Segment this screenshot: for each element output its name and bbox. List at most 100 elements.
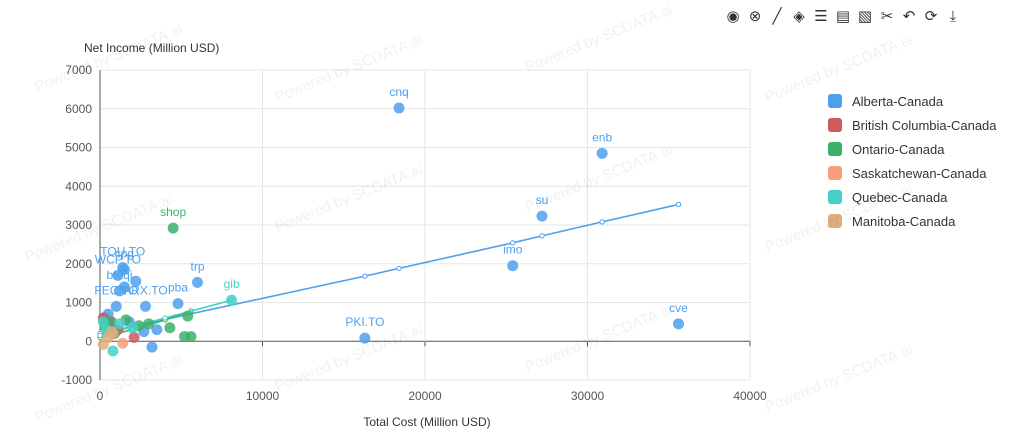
data-point xyxy=(117,337,129,349)
data-label: PKI.TO xyxy=(345,315,384,329)
y-tick-label: -1000 xyxy=(61,373,92,387)
legend-swatch xyxy=(828,214,842,228)
x-tick-label: 10000 xyxy=(246,389,280,403)
y-tick-label: 1000 xyxy=(65,296,92,310)
legend-item[interactable]: Saskatchewan-Canada xyxy=(828,161,997,185)
chart-legend: Alberta-Canada British Columbia-Canada Ont… xyxy=(828,89,997,233)
trend-marker xyxy=(162,315,168,321)
tag-icon[interactable]: ◈ xyxy=(793,7,805,25)
data-point xyxy=(393,102,405,114)
trend-marker xyxy=(97,332,103,339)
data-point xyxy=(596,147,608,159)
legend-swatch xyxy=(828,118,842,132)
chart-toolbar: ◉ ⊗ ╱ ◈ ☰ ▤ ▧ ✂ ↶ ⟳ ⤓ xyxy=(724,6,962,28)
data-label: ARX.TO xyxy=(123,283,167,297)
legend-swatch xyxy=(828,94,842,108)
trend-marker xyxy=(599,219,605,225)
undo-icon[interactable]: ↶ xyxy=(902,7,916,25)
legend-label: Alberta-Canada xyxy=(852,93,944,109)
data-label: TOU.TO xyxy=(100,245,145,259)
comment-icon[interactable]: ▤ xyxy=(835,7,851,25)
data-label: enb xyxy=(592,130,612,144)
data-label: trp xyxy=(190,259,204,273)
y-tick-label: 2000 xyxy=(65,257,92,271)
y-tick-label: 4000 xyxy=(65,179,92,193)
trend-marker xyxy=(539,233,545,239)
legend-item[interactable]: Alberta-Canada xyxy=(828,89,997,113)
data-point xyxy=(172,298,184,310)
legend-item[interactable]: Manitoba-Canada xyxy=(828,209,997,233)
y-tick-label: 3000 xyxy=(65,218,92,232)
line-icon[interactable]: ╱ xyxy=(772,7,782,25)
legend-label: Manitoba-Canada xyxy=(852,213,956,229)
y-tick-label: 6000 xyxy=(65,102,92,116)
legend-swatch xyxy=(828,166,842,180)
data-label: pba xyxy=(168,281,188,295)
trend-marker xyxy=(362,273,368,279)
legend-label: Ontario-Canada xyxy=(852,141,945,157)
legend-item[interactable]: British Columbia-Canada xyxy=(828,113,997,137)
x-tick-label: 0 xyxy=(97,389,104,403)
data-label: su xyxy=(536,193,549,207)
trend-marker xyxy=(396,265,402,272)
data-label: shop xyxy=(160,205,186,219)
legend-label: Saskatchewan-Canada xyxy=(852,165,987,181)
data-point xyxy=(105,326,117,338)
x-tick-label: 30000 xyxy=(571,389,605,403)
data-point xyxy=(507,260,519,272)
download-icon[interactable]: ⤓ xyxy=(949,7,957,25)
x-tick-label: 40000 xyxy=(733,389,767,403)
data-point xyxy=(140,300,151,312)
y-tick-label: 5000 xyxy=(65,141,92,155)
x-tick-label: 20000 xyxy=(408,389,442,403)
data-point xyxy=(114,318,125,330)
data-label: cnq xyxy=(389,85,408,99)
data-label: FEC.TO xyxy=(94,283,138,297)
data-point xyxy=(164,322,176,334)
data-point xyxy=(673,318,684,330)
legend-swatch xyxy=(828,142,842,156)
y-tick-label: 0 xyxy=(85,334,92,348)
data-point xyxy=(167,222,179,234)
filter-icon[interactable]: ▧ xyxy=(857,7,873,25)
legend-label: British Columbia-Canada xyxy=(852,117,997,133)
data-label: WCP.TO xyxy=(95,252,141,266)
data-point xyxy=(118,281,130,293)
data-point xyxy=(127,322,138,334)
data-point xyxy=(97,316,109,328)
x-axis-title: Total Cost (Million USD) xyxy=(363,415,490,429)
data-point xyxy=(110,300,122,312)
table-icon[interactable]: ☰ xyxy=(814,7,828,25)
legend-item[interactable]: Ontario-Canada xyxy=(828,137,997,161)
data-point xyxy=(143,318,155,330)
data-point xyxy=(151,324,163,336)
data-point xyxy=(130,275,142,287)
data-point xyxy=(185,331,197,343)
trend-marker xyxy=(510,240,516,246)
data-label: bteqi xyxy=(106,268,132,282)
data-label: imo xyxy=(503,243,523,257)
target-icon[interactable]: ◉ xyxy=(726,7,740,25)
data-label: cve xyxy=(669,301,688,315)
legend-swatch xyxy=(828,190,842,204)
legend-label: Quebec-Canada xyxy=(852,189,948,205)
scissors-icon[interactable]: ✂ xyxy=(880,7,894,25)
data-point xyxy=(182,310,194,322)
data-point xyxy=(128,331,140,343)
y-axis-title: Net Income (Million USD) xyxy=(84,41,219,55)
y-tick-label: 7000 xyxy=(65,63,92,77)
data-point xyxy=(359,332,371,344)
data-label: cpg xyxy=(115,247,134,261)
trend-marker xyxy=(675,201,682,208)
data-point xyxy=(146,341,158,353)
data-point xyxy=(226,294,238,306)
refresh-icon[interactable]: ⟳ xyxy=(924,7,938,25)
legend-item[interactable]: Quebec-Canada xyxy=(828,185,997,209)
data-point xyxy=(107,345,119,357)
data-label: gib xyxy=(224,277,240,291)
data-point xyxy=(536,210,548,222)
data-point xyxy=(112,269,124,281)
data-point xyxy=(192,276,203,288)
clear-icon[interactable]: ⊗ xyxy=(748,7,762,25)
